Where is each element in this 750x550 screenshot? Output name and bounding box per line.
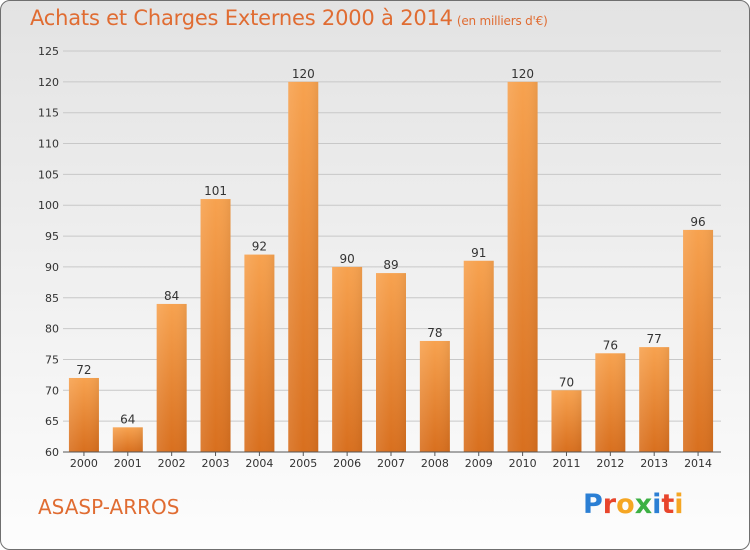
- x-tick-label: 2010: [509, 457, 537, 470]
- x-tick-label: 2013: [640, 457, 668, 470]
- logo-letter: t: [661, 489, 675, 520]
- bar-shade: [112, 427, 143, 452]
- x-tick-label: 2008: [421, 457, 449, 470]
- chart-title: Achats et Charges Externes 2000 à 2014 (e…: [30, 6, 548, 30]
- y-tick-label: 85: [45, 292, 59, 305]
- data-label: 120: [511, 67, 534, 81]
- logo-letter: P: [583, 489, 603, 520]
- x-tick-label: 2002: [158, 457, 186, 470]
- x-tick-label: 2012: [596, 457, 624, 470]
- x-tick-label: 2000: [70, 457, 98, 470]
- y-tick-label: 95: [45, 230, 59, 243]
- logo-letter: i: [652, 489, 662, 520]
- y-tick-label: 125: [38, 45, 59, 58]
- y-tick-label: 90: [45, 261, 59, 274]
- y-tick-label: 100: [38, 199, 59, 212]
- logo-letter: i: [674, 489, 684, 520]
- bar-shade: [376, 273, 406, 452]
- title-unit: (en milliers d'€): [456, 14, 548, 28]
- bar-shade: [463, 260, 494, 452]
- x-tick-label: 2001: [114, 457, 142, 470]
- y-tick-label: 105: [38, 168, 59, 181]
- bar-shade: [639, 347, 670, 452]
- data-label: 96: [690, 215, 705, 229]
- data-label: 89: [383, 258, 398, 272]
- bar-shade: [68, 377, 99, 452]
- y-tick-label: 80: [45, 323, 59, 336]
- data-label: 70: [559, 375, 574, 389]
- bar-shade: [595, 353, 626, 452]
- bar-shade: [244, 254, 275, 452]
- title-text: Achats et Charges Externes 2000 à 2014: [30, 6, 453, 30]
- bar-shade: [200, 199, 231, 452]
- data-label: 101: [204, 184, 227, 198]
- bar-shade: [156, 303, 187, 452]
- bar-shade: [683, 229, 714, 452]
- x-tick-label: 2006: [333, 457, 361, 470]
- data-label: 78: [427, 326, 442, 340]
- data-label: 84: [164, 289, 179, 303]
- data-label: 77: [647, 332, 662, 346]
- data-label: 91: [471, 246, 486, 260]
- bar-shade: [507, 81, 538, 452]
- data-label: 76: [603, 338, 618, 352]
- y-tick-label: 110: [38, 138, 59, 151]
- y-tick-label: 70: [45, 384, 59, 397]
- y-tick-label: 120: [38, 76, 59, 89]
- commune-name: ASASP-ARROS: [38, 495, 180, 519]
- x-tick-label: 2009: [465, 457, 493, 470]
- data-label: 92: [252, 240, 267, 254]
- bar-shade: [288, 81, 319, 452]
- bar-shade: [419, 340, 450, 452]
- bars: [68, 81, 714, 452]
- bar-shade: [551, 390, 582, 452]
- bar-shade: [332, 266, 363, 452]
- proxiti-logo: Proxiti: [583, 489, 684, 520]
- logo-letter: x: [634, 489, 653, 520]
- data-label: 90: [339, 252, 354, 266]
- data-label: 72: [76, 363, 91, 377]
- data-label: 64: [120, 412, 135, 426]
- data-label: 120: [292, 67, 315, 81]
- y-tick-label: 65: [45, 415, 59, 428]
- logo-letter: o: [616, 489, 635, 520]
- y-tick-label: 60: [45, 446, 59, 459]
- y-tick-label: 75: [45, 353, 59, 366]
- data-labels: 72 64 84 101 92 120 90 89 78 91 120 70 76 77 96: [76, 67, 705, 426]
- x-tick-label: 2011: [552, 457, 580, 470]
- x-axis-ticks: 2000 2001 2002 2003 2004 2005 2006 2007 2008 2009…: [70, 452, 712, 470]
- x-tick-label: 2007: [377, 457, 405, 470]
- x-tick-label: 2003: [202, 457, 230, 470]
- y-tick-label: 115: [38, 107, 59, 120]
- x-tick-label: 2004: [245, 457, 273, 470]
- logo-letter: r: [602, 489, 617, 520]
- y-axis-ticks: 60 65 70 75 80 85 90 95 100 105 110 115 120 125: [38, 45, 59, 459]
- x-tick-label: 2014: [684, 457, 712, 470]
- x-tick-label: 2005: [289, 457, 317, 470]
